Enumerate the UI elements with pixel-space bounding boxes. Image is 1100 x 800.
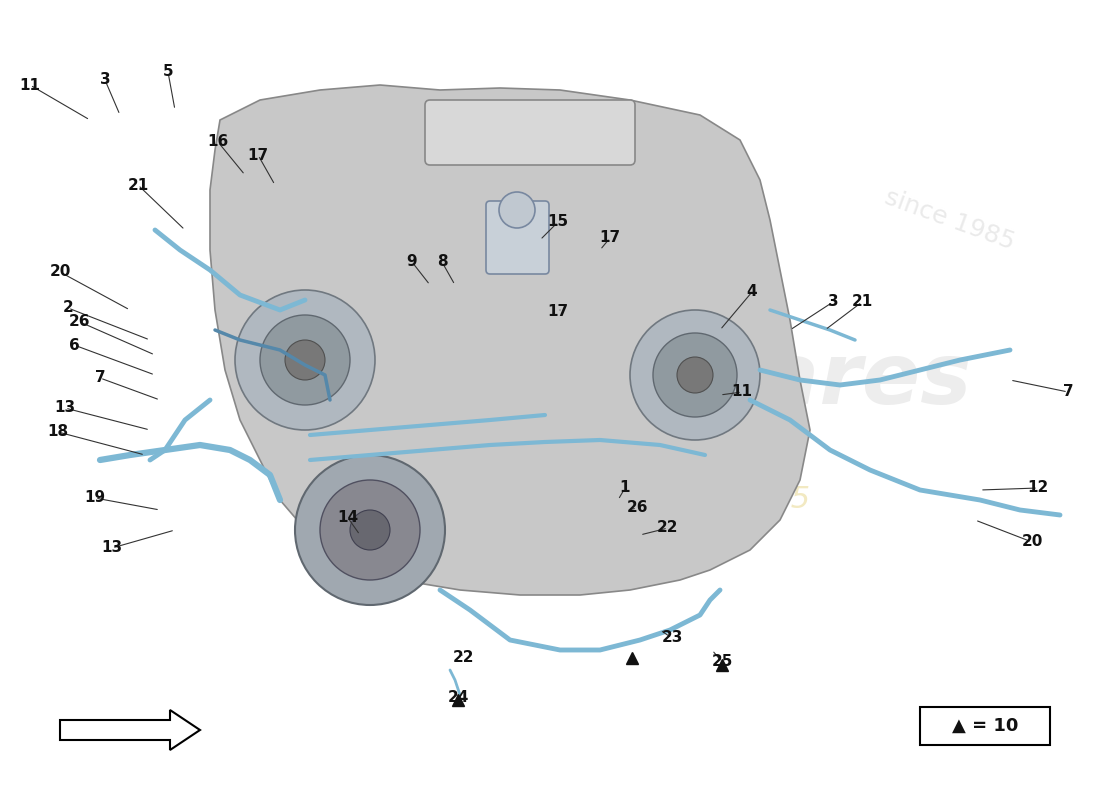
Text: 12: 12: [1027, 481, 1048, 495]
Circle shape: [320, 480, 420, 580]
Text: 9: 9: [407, 254, 417, 270]
Text: a passion since 1985: a passion since 1985: [490, 486, 811, 514]
Text: 2: 2: [63, 301, 74, 315]
Text: 5: 5: [163, 65, 174, 79]
Text: 26: 26: [69, 314, 90, 330]
Text: 17: 17: [548, 305, 569, 319]
Text: 19: 19: [85, 490, 106, 506]
Text: 8: 8: [437, 254, 448, 270]
Circle shape: [676, 357, 713, 393]
Text: ▲ = 10: ▲ = 10: [952, 717, 1019, 735]
Text: 15: 15: [548, 214, 569, 230]
Text: 22: 22: [452, 650, 474, 666]
Text: 3: 3: [100, 73, 110, 87]
Text: 13: 13: [54, 401, 76, 415]
Text: 17: 17: [600, 230, 620, 246]
Text: 25: 25: [712, 654, 733, 670]
Text: 20: 20: [1021, 534, 1043, 550]
Circle shape: [295, 455, 446, 605]
Text: 23: 23: [661, 630, 683, 646]
Text: 7: 7: [95, 370, 106, 386]
Circle shape: [285, 340, 324, 380]
Text: 18: 18: [47, 425, 68, 439]
FancyBboxPatch shape: [486, 201, 549, 274]
Circle shape: [350, 510, 390, 550]
Text: 26: 26: [626, 501, 648, 515]
FancyBboxPatch shape: [920, 707, 1050, 745]
Circle shape: [653, 333, 737, 417]
FancyBboxPatch shape: [425, 100, 635, 165]
Text: 6: 6: [68, 338, 79, 353]
Circle shape: [235, 290, 375, 430]
Polygon shape: [60, 710, 200, 750]
Text: 16: 16: [208, 134, 229, 150]
Text: 21: 21: [128, 178, 148, 193]
Text: 21: 21: [851, 294, 872, 310]
Text: 24: 24: [448, 690, 469, 706]
Text: 17: 17: [248, 147, 268, 162]
Text: since 1985: since 1985: [882, 186, 1019, 254]
Text: 11: 11: [20, 78, 41, 93]
Circle shape: [260, 315, 350, 405]
Text: 20: 20: [50, 265, 70, 279]
Polygon shape: [210, 85, 810, 595]
Circle shape: [630, 310, 760, 440]
Text: 1: 1: [619, 481, 630, 495]
Text: 7: 7: [1063, 385, 1074, 399]
Text: 11: 11: [732, 385, 752, 399]
Text: 22: 22: [658, 521, 679, 535]
Text: 14: 14: [338, 510, 359, 526]
Circle shape: [499, 192, 535, 228]
Text: 4: 4: [747, 285, 757, 299]
Text: eurospares: eurospares: [428, 338, 972, 422]
Text: 3: 3: [827, 294, 838, 310]
Text: 13: 13: [101, 541, 122, 555]
